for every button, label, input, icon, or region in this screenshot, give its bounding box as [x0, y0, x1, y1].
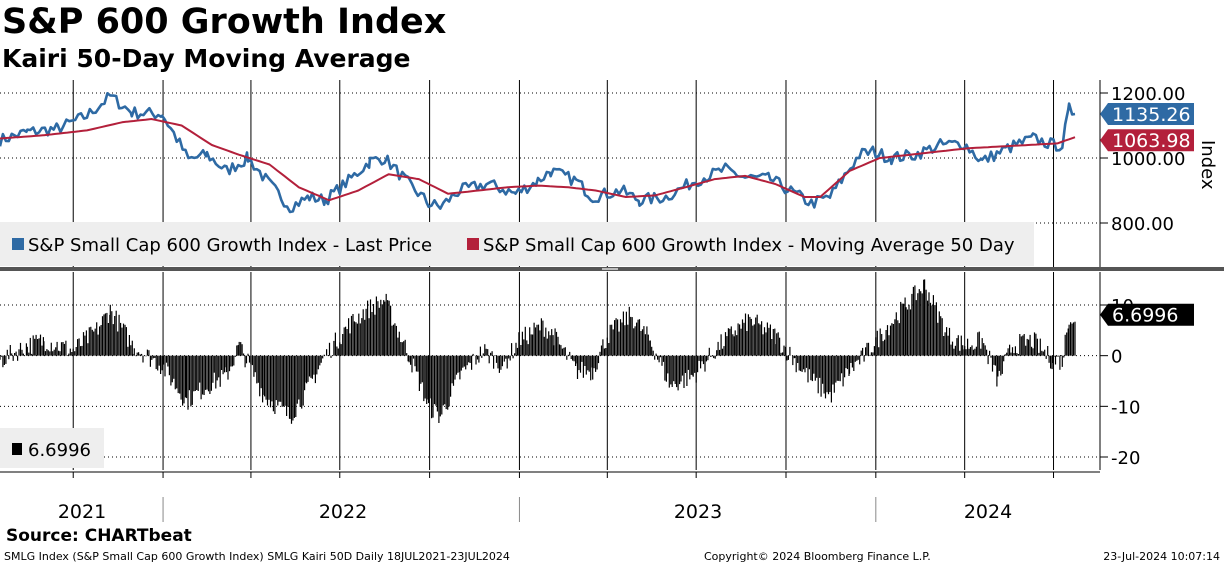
chart-subtitle: Kairi 50-Day Moving Average — [2, 44, 411, 73]
footer-copyright: Copyright© 2024 Bloomberg Finance L.P. — [704, 550, 931, 563]
kairi-bars — [0, 279, 1076, 424]
y-axis-label: Index — [1197, 140, 1218, 190]
moving-average-last-value: 1063.98 — [1100, 129, 1194, 152]
price-series-lines — [0, 92, 1076, 214]
price-last-value-shape — [1100, 103, 1194, 126]
year-separators — [72, 472, 1055, 522]
legend-label-price: S&P Small Cap 600 Growth Index - Last Pr… — [28, 235, 432, 256]
year-label-2022: 2022 — [319, 501, 367, 523]
legend-swatch-moving-average — [467, 238, 479, 250]
legend-swatch-price — [12, 238, 24, 250]
price-last-value-text: 1135.26 — [1112, 104, 1191, 126]
price-panel: 1200.00 1000.00 800.00 S&P Small Cap 600 G… — [0, 80, 1218, 267]
year-label-2024: 2024 — [964, 501, 1012, 523]
time-axis: 2021 2022 2023 2024 — [0, 471, 1100, 523]
kairi-last-value-marker: 6.6996 — [1100, 303, 1194, 327]
last-value-markers: 1135.26 1063.98 — [1100, 103, 1194, 152]
kairi-last-value-text: 6.6996 — [1112, 305, 1178, 327]
kairi-legend: 6.6996 — [0, 428, 104, 468]
kairi-y-axis: 100-10-20 — [1099, 272, 1140, 470]
source-note: Source: CHARTbeat — [6, 526, 192, 546]
legend-label-moving-average: S&P Small Cap 600 Growth Index - Moving … — [483, 235, 1015, 256]
price-y-axis: 1200.00 1000.00 800.00 — [1099, 80, 1185, 267]
kairi-legend-swatch — [12, 443, 22, 455]
kairi-legend-value: 6.6996 — [28, 440, 91, 461]
year-label-2021: 2021 — [58, 501, 106, 523]
price-legend: S&P Small Cap 600 Growth Index - Last Pr… — [0, 222, 1034, 266]
kairi-tick-label-1: 0 — [1111, 347, 1122, 368]
chart-title: S&P 600 Growth Index — [2, 2, 447, 42]
kairi-tick-label-2: -10 — [1111, 397, 1140, 418]
kairi-panel: 100-10-20 6.6996 6.6996 — [0, 272, 1194, 470]
moving-average-last-value-shape — [1100, 129, 1194, 152]
moving-average-line — [0, 118, 1076, 202]
footer-security-info: SMLG Index (S&P Small Cap 600 Growth Ind… — [4, 550, 510, 563]
price-line — [0, 92, 1076, 214]
moving-average-last-value-text: 1063.98 — [1112, 130, 1191, 152]
footer-timestamp: 23-Jul-2024 10:07:14 — [1103, 550, 1220, 563]
price-last-value: 1135.26 — [1100, 103, 1194, 126]
price-tick-label-2: 800.00 — [1111, 214, 1174, 235]
kairi-last-value-shape — [1100, 303, 1194, 326]
legend-background — [0, 222, 1034, 266]
price-tick-label-1: 1000.00 — [1111, 149, 1185, 170]
price-tick-label-0: 1200.00 — [1111, 84, 1185, 105]
year-label-2023: 2023 — [674, 501, 722, 523]
kairi-last-value: 6.6996 — [1100, 303, 1194, 327]
kairi-tick-label-3: -20 — [1111, 448, 1140, 469]
chart-canvas: 1200.00 1000.00 800.00 S&P Small Cap 600 G… — [0, 80, 1224, 523]
